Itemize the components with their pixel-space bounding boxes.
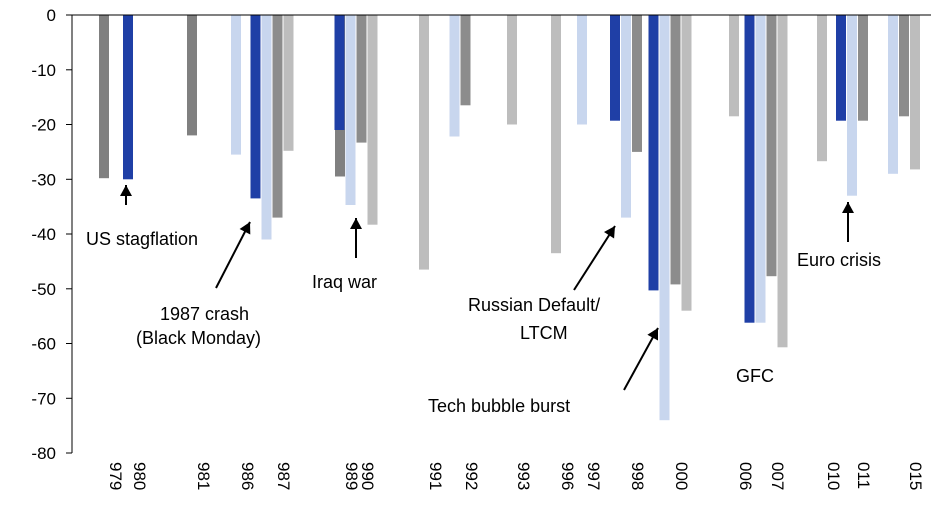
x-tick-label: 991 [426,462,445,490]
x-tick-label: 996 [558,462,577,490]
bar-986-s3 [231,15,241,155]
bar-996-s5 [551,15,561,254]
x-tick-label: 006 [736,462,755,490]
annotation-label: Euro crisis [797,250,881,270]
x-tick-label: 993 [514,462,533,490]
annotations-layer: US stagflation 1987 crash (Black Monday) Ir… [86,185,881,416]
bar-000-s2 [648,15,659,291]
bar-987-s3 [261,15,272,240]
annotation-arrowhead [604,226,615,239]
annotation-label: Iraq war [312,272,377,292]
bar-015-s3 [888,15,898,174]
annotation-arrow-line [623,327,659,391]
bar-990-s4 [356,15,367,143]
bar-990-s3 [345,15,356,205]
annotation-arrow-line [215,221,251,289]
y-tick-label: -50 [31,280,56,299]
y-tick-label: 0 [47,6,56,25]
bars-layer [99,15,920,421]
annotation-label: LTCM [520,323,568,343]
annotation-label: Russian Default/ [468,295,600,315]
bar-987-s4 [272,15,283,218]
bar-011-s3 [847,15,857,196]
bar-990-s5 [367,15,378,225]
x-tick-label: 992 [462,462,481,490]
bar-990-s2 [334,15,345,130]
bar-007-s2 [744,15,755,323]
x-tick-label: 011 [854,462,873,489]
x-tick-label: 998 [628,462,647,490]
bar-987-s5 [283,15,294,151]
bar-006-s5 [729,15,739,117]
annotation-arrowhead [842,202,854,213]
annotation-arrowhead [239,222,251,235]
bar-979-s1 [99,15,109,179]
x-tick-label: 987 [274,462,293,490]
x-tick-label: 980 [130,462,149,490]
x-tick-label: 981 [194,462,213,490]
bar-997-s3 [577,15,587,125]
bar-011-s2 [836,15,846,121]
bar-015-s4 [899,15,909,117]
bar-992-s3 [449,15,460,137]
y-tick-label: -10 [31,61,56,80]
bar-010-s5 [817,15,827,162]
annotation-label: Tech bubble burst [428,396,570,416]
y-tick-label: -40 [31,225,56,244]
x-tick-label: 990 [358,462,377,490]
bar-007-s3 [755,15,766,323]
axes-layer [71,14,931,453]
annotation-arrowhead [350,218,362,229]
y-tick-label: -60 [31,335,56,354]
y-tick-label: -30 [31,170,56,189]
bar-981-s1 [187,15,197,136]
annotation-label: US stagflation [86,229,198,249]
bar-987-s2 [250,15,261,199]
bar-998-s4 [632,15,642,152]
bar-998-s3 [621,15,631,218]
bar-007-s5 [777,15,788,348]
bar-000-s3 [659,15,670,421]
bar-000-s5 [681,15,692,311]
x-tick-label: 000 [672,462,691,490]
bar-998-s2 [610,15,620,121]
x-tick-label: 010 [824,462,843,490]
bar-980-s2 [123,15,133,180]
annotation-arrowhead [647,328,658,341]
bar-991-s5 [419,15,429,270]
x-tick-label: 979 [106,462,125,490]
bar-007-s4 [766,15,777,277]
bar-015-s5 [910,15,920,170]
annotation-arrow-line [573,225,616,291]
bar-000-s4 [670,15,681,285]
bar-992-s4 [460,15,471,106]
annotation-label: GFC [736,366,774,386]
bar-011-s4 [858,15,868,121]
x-tick-label: 997 [584,462,603,490]
x-tick-label: 986 [238,462,257,490]
annotation-label: (Black Monday) [136,328,261,348]
annotation-label: 1987 crash [160,304,249,324]
y-ticks-layer: 0 -10 -20 -30 -40 -50 -60 -70 -80 [31,6,72,463]
annotation-arrowhead [120,185,132,196]
bar-993-s5 [507,15,517,125]
x-tick-label: 007 [768,462,787,490]
x-tick-label: 015 [906,462,925,490]
x-tick-label: 989 [342,462,361,490]
y-tick-label: -80 [31,444,56,463]
y-tick-label: -70 [31,389,56,408]
y-tick-label: -20 [31,116,56,135]
